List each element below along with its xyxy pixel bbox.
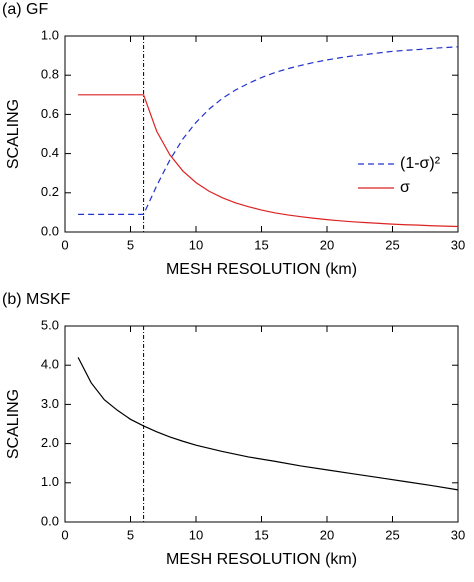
y-tick-label: 0.0 [41,223,59,238]
y-tick-label: 0.2 [41,184,59,199]
series-line [78,46,459,215]
y-tick-label: 0.4 [41,145,59,160]
x-tick-label: 0 [61,527,68,542]
plot-frame [64,35,459,233]
x-tick-label: 5 [127,237,134,252]
y-tick-label: 2.0 [41,435,59,450]
y-tick-label: 1.0 [41,27,59,42]
y-tick-label: 5.0 [41,317,59,332]
y-axis-label: SCALING [5,389,22,459]
x-tick-label: 25 [385,237,399,252]
y-tick-label: 0.8 [41,67,59,82]
panel-title: (b) MSKF [2,291,71,308]
y-axis-label: SCALING [5,99,22,169]
x-tick-label: 10 [189,527,203,542]
y-tick-label: 3.0 [41,396,59,411]
legend-label: (1-σ)² [400,155,441,172]
x-tick-label: 30 [451,237,465,252]
x-tick-label: 30 [451,527,465,542]
x-tick-label: 25 [385,527,399,542]
panel-title: (a) GF [2,1,48,18]
plot-frame [64,325,459,523]
x-tick-label: 20 [320,237,334,252]
y-tick-label: 4.0 [41,357,59,372]
y-tick-label: 0.6 [41,106,59,121]
x-tick-label: 0 [61,237,68,252]
y-tick-label: 0.0 [41,513,59,528]
y-tick-label: 1.0 [41,474,59,489]
series-line [78,94,459,228]
x-tick-label: 5 [127,527,134,542]
series-line [77,357,459,491]
x-tick-label: 10 [189,237,203,252]
x-tick-label: 20 [320,527,334,542]
x-axis-label: MESH RESOLUTION (km) [166,551,357,568]
x-axis-label: MESH RESOLUTION (km) [166,261,357,278]
x-tick-label: 15 [254,237,268,252]
legend-label: σ [400,179,410,196]
x-tick-label: 15 [254,527,268,542]
